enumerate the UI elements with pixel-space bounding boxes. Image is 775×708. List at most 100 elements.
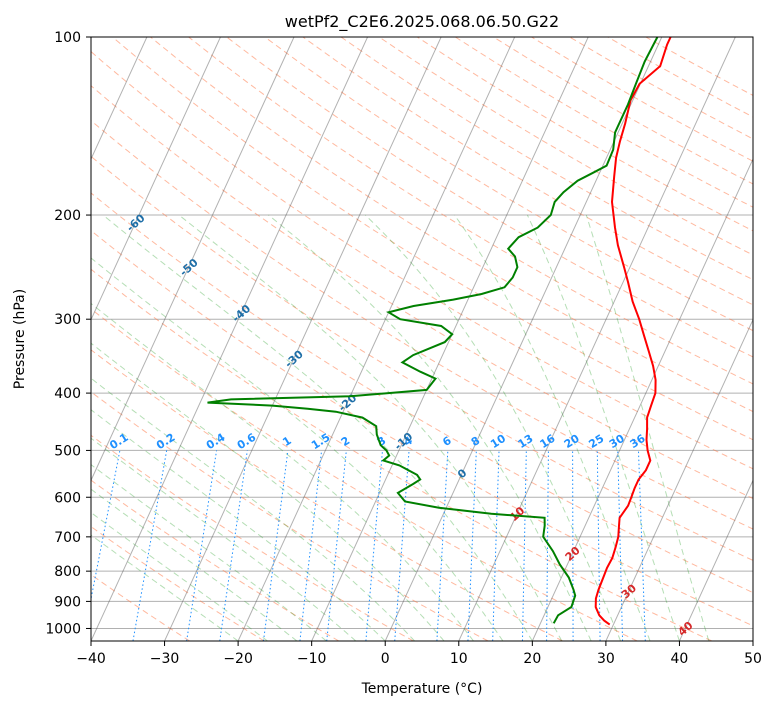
mixing-ratio-line	[492, 450, 500, 641]
x-axis: −40 −30 −20 −10 0 10 20 30 40 50	[76, 641, 762, 667]
mixing-ratio-label: 0.2	[154, 431, 177, 452]
x-tick-label: 40	[671, 651, 689, 667]
mixing-ratio-line	[132, 450, 168, 641]
isotherm-label: -70	[69, 171, 93, 194]
moist-adiabat-line	[91, 257, 504, 641]
moist-adiabat-line	[178, 214, 563, 641]
isotherm-label: -40	[230, 302, 254, 325]
isotherm-line	[91, 37, 221, 321]
x-tick-label: 0	[381, 651, 390, 667]
y-tick-label: 300	[54, 312, 81, 328]
y-tick-label: 100	[54, 30, 81, 46]
moist-adiabat-line	[268, 214, 592, 641]
isotherm-label: 30	[619, 581, 639, 601]
y-axis-label: Pressure (hPa)	[12, 289, 28, 389]
y-tick-label: 400	[54, 386, 81, 402]
isotherm-line	[91, 37, 369, 641]
plot-frame	[90, 36, 754, 642]
isotherm-line	[311, 37, 589, 641]
x-tick-label: −10	[297, 651, 327, 667]
dry-adiabat-line	[112, 37, 753, 441]
isotherm-line	[678, 479, 753, 641]
isotherm-label: -20	[336, 391, 360, 414]
mixing-ratio-line	[263, 450, 289, 641]
y-tick-label: 700	[54, 530, 81, 546]
dry-adiabat-line	[226, 37, 753, 358]
dry-adiabat-line	[607, 37, 753, 118]
moist-adiabat-line	[102, 214, 533, 641]
isotherm-label: 10	[507, 504, 527, 524]
dry-adiabat-line	[302, 37, 753, 306]
moist-adiabat-line	[91, 377, 415, 641]
isotherm-line	[91, 37, 148, 161]
y-tick-label: 600	[54, 490, 81, 506]
moist-adiabat-line	[91, 511, 268, 641]
y-tick-label: 500	[54, 443, 81, 459]
y-tick-label: 800	[54, 564, 81, 580]
mixing-ratio-line	[186, 450, 218, 641]
dry-adiabat-line	[91, 229, 753, 627]
moist-adiabat-line	[91, 409, 386, 641]
isotherm-label: -50	[177, 256, 201, 279]
x-tick-label: 20	[523, 651, 541, 667]
isotherm-label: -80	[13, 133, 37, 156]
dry-adiabat-line	[91, 573, 190, 641]
mixing-ratio-label: 0.1	[107, 431, 130, 452]
mixing-ratio-line	[219, 450, 248, 641]
dry-adiabat-line	[188, 37, 753, 385]
y-tick-label: 900	[54, 594, 81, 610]
isotherm-line	[531, 157, 753, 641]
mixing-ratio-label: 6	[440, 434, 454, 449]
moist-adiabat-line	[453, 214, 651, 641]
isotherm-line	[91, 37, 295, 482]
mixing-ratio-line	[326, 450, 347, 641]
isotherm-label: 0	[455, 466, 470, 481]
x-tick-label: −30	[150, 651, 180, 667]
moist-adiabat-line	[91, 342, 445, 641]
moist-adiabat-line	[91, 488, 298, 641]
dry-adiabat-line	[91, 192, 753, 594]
plot-area: 0.10.20.40.611.52346810131620253036-100-…	[13, 37, 753, 641]
mixing-ratio-line	[365, 450, 383, 641]
moist-adiabat-line	[364, 214, 622, 641]
x-tick-label: −40	[76, 651, 106, 667]
dewpoint-profile-line	[207, 37, 659, 624]
isotherm-line	[237, 37, 516, 641]
dry-adiabat-line	[91, 155, 753, 561]
y-tick-label: 1000	[45, 621, 81, 637]
x-tick-label: 10	[450, 651, 468, 667]
mixing-ratio-line	[394, 450, 410, 641]
isotherm-line	[605, 318, 753, 641]
y-tick-label: 200	[54, 208, 81, 224]
dry-adiabat-line	[91, 308, 638, 641]
x-tick-label: 30	[597, 651, 615, 667]
dry-adiabat-line	[91, 85, 753, 500]
x-axis-label: Temperature (°C)	[361, 681, 483, 697]
isotherm-line	[164, 37, 442, 641]
moist-adiabat-line	[91, 302, 474, 641]
dry-adiabat-line	[91, 479, 340, 641]
mixing-ratio-line	[91, 450, 121, 602]
isotherm-line	[752, 639, 753, 641]
x-tick-label: −20	[223, 651, 253, 667]
dry-adiabat-line	[91, 349, 563, 641]
isotherm-label: 40	[675, 619, 695, 639]
isotherm-line	[458, 37, 736, 641]
mixing-ratio-label: 0.6	[235, 431, 259, 453]
dry-adiabat-line	[91, 434, 414, 641]
isotherm-label: -30	[282, 347, 306, 370]
x-tick-label: 50	[744, 651, 762, 667]
mixing-ratio-label: 10	[488, 432, 508, 451]
temperature-profile-line	[594, 37, 672, 626]
mixing-ratio-label: 1.5	[309, 431, 332, 452]
moist-adiabat-line	[91, 464, 327, 641]
mixing-ratio-label: 1	[280, 434, 293, 449]
isotherm-line	[384, 37, 663, 641]
mixing-ratio-label: 2	[339, 434, 352, 449]
dry-adiabat-line	[91, 391, 489, 641]
dry-adiabat-line	[340, 37, 753, 281]
moist-adiabat-line	[526, 214, 680, 641]
y-axis: 100 200 300 400 500 600 700 800 900 1000	[45, 30, 91, 637]
mixing-ratio-label: 16	[538, 432, 558, 451]
